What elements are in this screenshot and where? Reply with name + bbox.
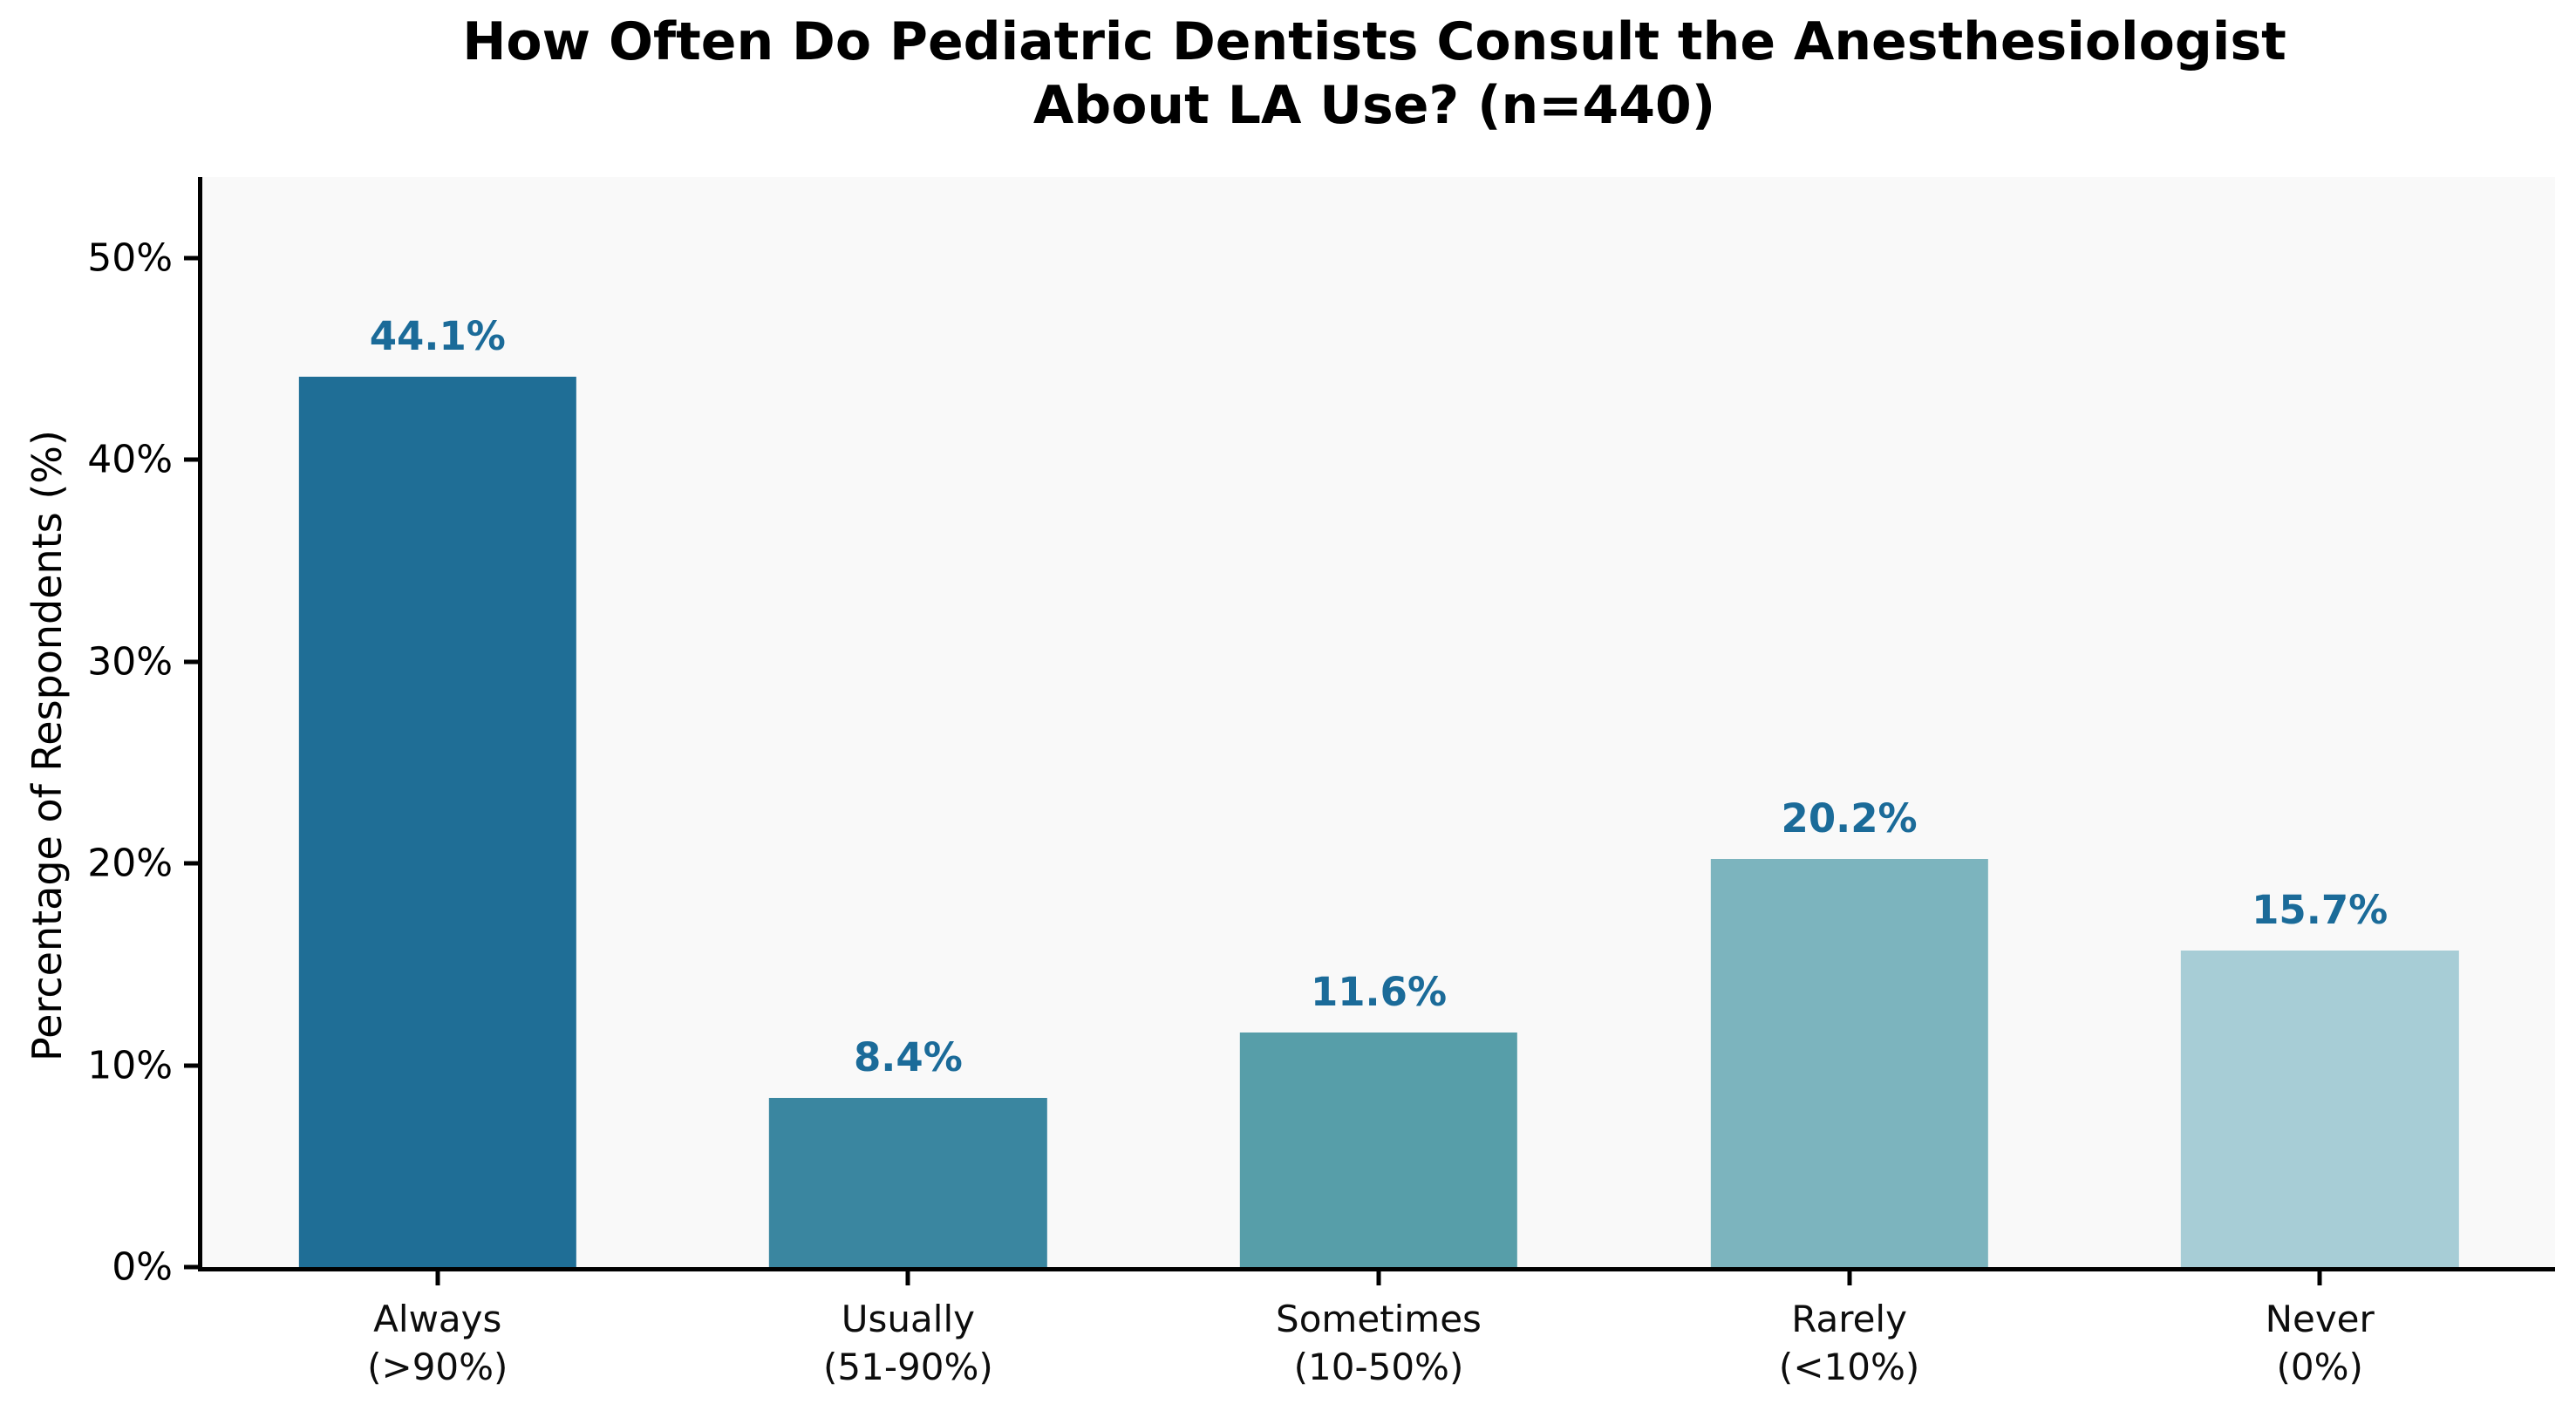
x-tick-label: Never (0%) — [2265, 1298, 2375, 1389]
y-tick-mark — [184, 1264, 198, 1270]
y-tick-mark — [184, 256, 198, 261]
y-tick-mark — [184, 659, 198, 665]
y-tick-label: 50% — [87, 235, 173, 281]
y-tick-label: 0% — [112, 1244, 173, 1290]
chart-title: How Often Do Pediatric Dentists Consult … — [462, 11, 2286, 137]
x-tick-label: Sometimes (10-50%) — [1276, 1298, 1482, 1389]
x-tick-mark — [1847, 1271, 1852, 1285]
y-tick-label: 40% — [87, 437, 173, 482]
bar — [1239, 1033, 1518, 1267]
y-axis-title: Percentage of Respondents (%) — [24, 430, 71, 1061]
bar-value-label: 8.4% — [853, 1033, 963, 1080]
x-tick-label: Always (>90%) — [367, 1298, 508, 1389]
x-tick-mark — [905, 1271, 910, 1285]
bar-value-label: 44.1% — [369, 313, 506, 360]
x-tick-mark — [435, 1271, 440, 1285]
bar-value-label: 15.7% — [2252, 886, 2389, 933]
x-tick-label: Usually (51-90%) — [823, 1298, 993, 1389]
bar — [298, 377, 576, 1267]
y-tick-mark — [184, 1063, 198, 1068]
bar-value-label: 11.6% — [1310, 969, 1448, 1016]
y-tick-label: 30% — [87, 639, 173, 685]
bar — [2181, 950, 2459, 1267]
plot-area: 0% 10% 20% 30% 40% 50% 44.1% Always (>90%) 8.4% U… — [87, 177, 2555, 1388]
y-tick-mark — [184, 457, 198, 462]
bar — [769, 1097, 1047, 1267]
bar-value-label: 20.2% — [1781, 795, 1918, 842]
bar — [1710, 859, 1988, 1267]
x-tick-mark — [2317, 1271, 2322, 1285]
x-tick-mark — [1376, 1271, 1381, 1285]
x-tick-label: Rarely (<10%) — [1778, 1298, 1920, 1389]
y-tick-mark — [184, 861, 198, 866]
y-tick-label: 20% — [87, 841, 173, 886]
y-tick-label: 10% — [87, 1043, 173, 1088]
